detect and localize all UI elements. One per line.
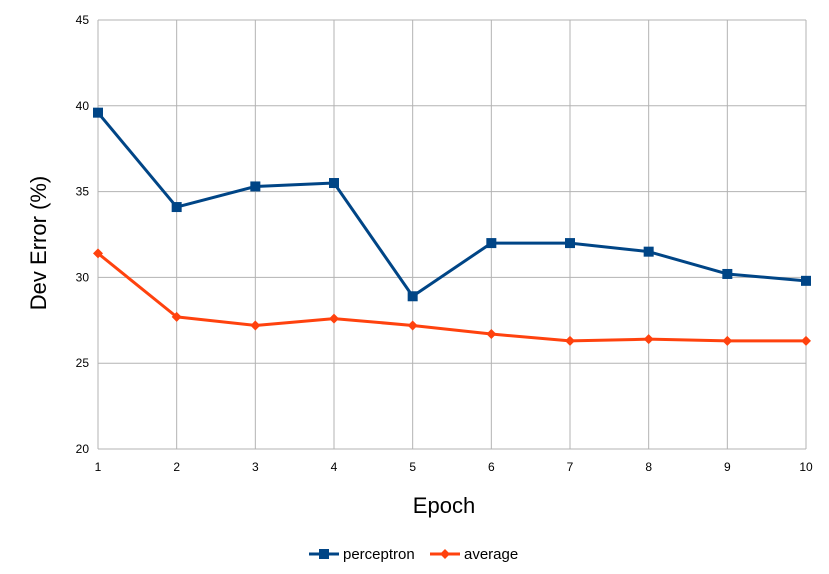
series-line-average	[97, 252, 806, 343]
x-tick-label: 1	[95, 460, 102, 474]
legend-marker	[319, 549, 329, 559]
legend-label: perceptron	[343, 546, 415, 563]
data-point-average	[93, 248, 103, 259]
data-point-perceptron	[486, 238, 497, 249]
series-average	[93, 248, 811, 346]
x-tick-label: 6	[488, 460, 495, 474]
y-tick-label: 35	[76, 185, 90, 199]
x-tick-label: 2	[173, 460, 180, 474]
data-point-average	[722, 335, 733, 346]
y-tick-label: 20	[76, 442, 90, 456]
data-point-average	[250, 320, 261, 331]
y-tick-label: 40	[76, 99, 90, 113]
data-point-average	[565, 335, 575, 346]
legend-label: average	[464, 546, 518, 563]
data-point-perceptron	[250, 181, 261, 192]
legend-marker	[440, 549, 450, 559]
legend-item-perceptron: perceptron	[309, 546, 415, 563]
y-axis-title: Dev Error (%)	[26, 176, 51, 310]
x-tick-label: 8	[645, 460, 652, 474]
data-point-perceptron	[722, 268, 733, 279]
x-tick-label: 3	[252, 460, 259, 474]
legend-item-average: average	[430, 546, 518, 563]
data-point-perceptron	[329, 178, 339, 189]
y-tick-label: 45	[76, 13, 90, 27]
x-tick-label: 4	[331, 460, 338, 474]
data-point-average	[801, 335, 811, 346]
data-point-perceptron	[407, 291, 418, 302]
series-line-perceptron	[96, 111, 807, 298]
series-layer	[93, 107, 811, 346]
y-axis-ticks: 20 25 30 35 40 45	[76, 13, 90, 456]
x-tick-label: 10	[799, 460, 813, 474]
data-point-average	[171, 311, 182, 322]
x-tick-label: 5	[409, 460, 416, 474]
data-point-perceptron	[565, 238, 575, 249]
y-tick-label: 25	[76, 356, 90, 370]
series-perceptron	[93, 107, 811, 302]
data-point-perceptron	[801, 275, 811, 286]
x-axis-title: Epoch	[413, 493, 475, 518]
data-point-perceptron	[643, 246, 654, 257]
x-tick-label: 9	[724, 460, 731, 474]
data-point-perceptron	[171, 202, 182, 213]
data-point-average	[643, 334, 654, 345]
data-point-average	[329, 313, 339, 324]
y-tick-label: 30	[76, 270, 90, 284]
x-axis-ticks: 1 2 3 4 5 6 7 8 9 10	[95, 460, 813, 474]
data-point-average	[407, 320, 418, 331]
legend: perceptron average	[309, 546, 518, 563]
x-tick-label: 7	[567, 460, 574, 474]
grid-lines	[97, 19, 807, 450]
data-point-average	[486, 329, 497, 340]
data-point-perceptron	[93, 107, 103, 118]
